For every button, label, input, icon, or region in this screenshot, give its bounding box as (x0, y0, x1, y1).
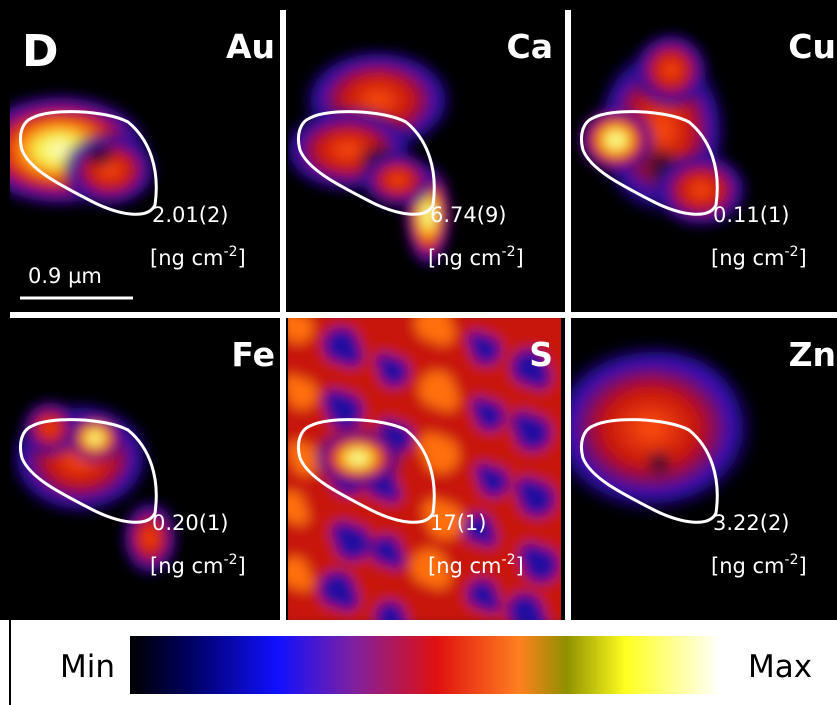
element-label: Au (226, 27, 275, 66)
intensity-blob (471, 335, 501, 365)
intensity-blob (287, 379, 317, 409)
quantity-value: 2.01(2) (152, 203, 229, 227)
colorbar-min: Min (60, 649, 115, 685)
unit-end: ] (798, 554, 806, 578)
unit-exponent: -2 (502, 552, 516, 568)
intensity-blob (423, 437, 459, 473)
intensity-blob (335, 587, 359, 611)
intensity-blob (291, 507, 309, 525)
intensity-blob (475, 401, 505, 431)
quantity-value: 3.22(2) (713, 511, 790, 535)
intensity-blob (431, 321, 455, 345)
element-label: S (529, 335, 553, 374)
intensity-blob (519, 481, 555, 517)
panel-label: D (22, 26, 59, 77)
unit-text: [ng cm (711, 554, 785, 578)
intensity-blob (631, 30, 711, 110)
quantity-value: 0.20(1) (152, 511, 229, 535)
quantity-value: 6.74(9) (430, 203, 507, 227)
element-label: Cu (788, 27, 836, 66)
intensity-blob (515, 415, 551, 451)
element-label: Fe (231, 335, 275, 374)
colorbar (130, 636, 720, 694)
intensity-blob (327, 393, 363, 429)
intensity-blob (483, 595, 501, 613)
figure: Min Max Au2.01(2)[ng cm-2]Ca6.74(9)[ng c… (0, 0, 837, 705)
unit-exponent: -2 (224, 244, 238, 260)
quantity-value: 0.11(1) (713, 203, 790, 227)
map-panel: S 17(1) [ng cm-2] (275, 305, 578, 635)
unit-end: ] (237, 554, 245, 578)
unit-text: [ng cm (150, 246, 224, 270)
intensity-blob (523, 547, 559, 583)
unit-exponent: -2 (785, 552, 799, 568)
unit-text: [ng cm (711, 246, 785, 270)
unit-end: ] (515, 246, 523, 270)
element-label: Zn (789, 335, 836, 374)
scale-bar-label: 0.9 µm (28, 264, 102, 288)
unit-exponent: -2 (224, 552, 238, 568)
intensity-blob (84, 141, 116, 169)
unit-text: [ng cm (428, 246, 502, 270)
colorbar-max: Max (748, 649, 812, 685)
intensity-blob (541, 338, 761, 518)
quantity-value: 17(1) (430, 511, 486, 535)
heatmap (541, 338, 761, 518)
intensity-blob (435, 387, 459, 411)
unit-text: [ng cm (150, 554, 224, 578)
intensity-blob (335, 525, 371, 561)
intensity-blob (339, 343, 363, 367)
intensity-blob (379, 357, 409, 387)
element-label: Ca (507, 27, 554, 66)
unit-end: ] (237, 246, 245, 270)
intensity-blob (645, 449, 673, 477)
intensity-blob (383, 485, 401, 503)
unit-exponent: -2 (785, 244, 799, 260)
intensity-blob (479, 467, 509, 497)
unit-exponent: -2 (502, 244, 516, 260)
unit-end: ] (798, 246, 806, 270)
intensity-blob (387, 551, 405, 569)
unit-text: [ng cm (428, 554, 502, 578)
intensity-blob (295, 573, 313, 591)
unit-end: ] (515, 554, 523, 578)
intensity-blob (313, 428, 403, 488)
